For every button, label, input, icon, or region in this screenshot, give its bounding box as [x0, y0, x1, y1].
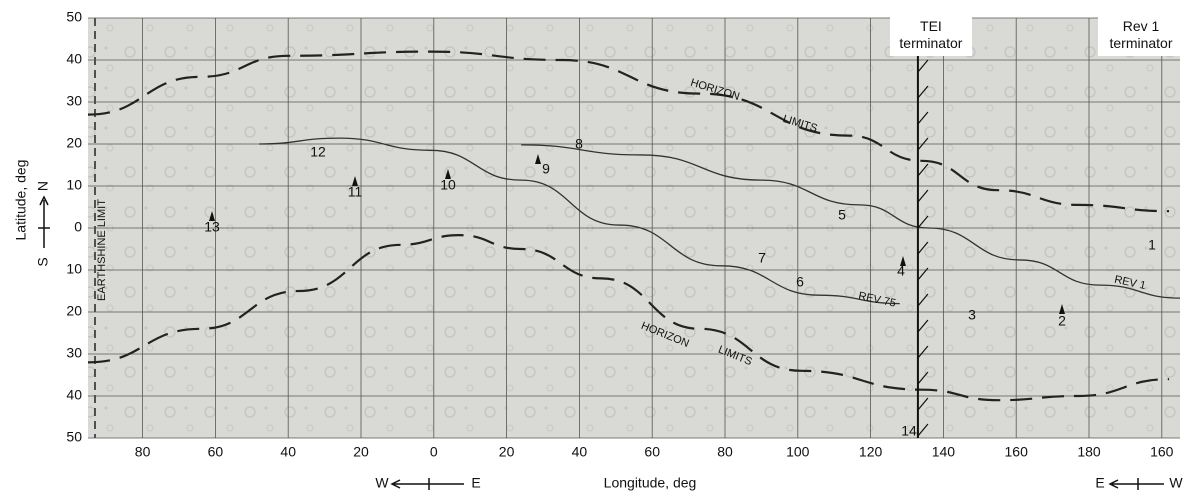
x-tick-label: 60	[208, 444, 224, 460]
x-tick-label: 40	[280, 444, 296, 460]
x-tick-label: 60	[644, 444, 660, 460]
x-tick-label: 40	[572, 444, 588, 460]
x-direction: E	[471, 475, 480, 491]
chart: Latitude, deg S N Longitude, deg W E E W…	[0, 0, 1196, 496]
x-axis-label: Longitude, deg	[604, 475, 697, 491]
site-label: 1	[1148, 237, 1156, 253]
y-direction: N	[35, 181, 51, 191]
annotation: EARTHSHINE LIMIT	[96, 199, 108, 301]
direction-arrow	[392, 478, 464, 490]
x-tick-label: 140	[932, 444, 956, 460]
x-tick-label: 180	[1077, 444, 1101, 460]
site-label: 5	[838, 207, 846, 223]
y-tick-label: 50	[66, 429, 82, 445]
x-direction: E	[1095, 475, 1104, 491]
y-tick-label: 30	[66, 93, 82, 109]
figure: Latitude, deg S N Longitude, deg W E E W…	[0, 0, 1196, 496]
site-label: 2	[1058, 313, 1066, 329]
y-tick-label: 0	[74, 219, 82, 235]
site-label: 8	[575, 136, 583, 152]
direction-arrow	[1110, 478, 1164, 490]
site-label: 12	[310, 144, 326, 160]
y-tick-label: 20	[66, 303, 82, 319]
x-tick-label: 160	[1150, 444, 1174, 460]
x-tick-label: 0	[430, 444, 438, 460]
x-tick-label: 120	[859, 444, 883, 460]
x-tick-label: 20	[499, 444, 515, 460]
x-tick-label: 160	[1005, 444, 1029, 460]
site-label: 7	[758, 250, 766, 266]
terminator-label: Rev 1 terminator	[1098, 16, 1184, 56]
x-direction: W	[1169, 475, 1183, 491]
y-axis-label: Latitude, deg	[13, 160, 29, 241]
y-tick-label: 40	[66, 51, 82, 67]
site-label: 9	[542, 161, 550, 177]
x-tick-label: 80	[135, 444, 151, 460]
site-label: 13	[204, 219, 220, 235]
x-tick-label: 100	[786, 444, 810, 460]
direction-arrow	[38, 197, 50, 248]
terminator-label: TEI terminator	[890, 16, 972, 56]
y-tick-label: 30	[66, 345, 82, 361]
y-tick-label: 10	[66, 261, 82, 277]
y-direction: S	[35, 257, 51, 266]
site-label: 6	[796, 274, 804, 290]
x-tick-label: 80	[717, 444, 733, 460]
y-tick-label: 10	[66, 177, 82, 193]
site-label: 11	[348, 184, 363, 200]
site-label: 3	[968, 307, 976, 323]
y-tick-label: 20	[66, 135, 82, 151]
x-direction: W	[375, 475, 389, 491]
x-tick-label: 20	[353, 444, 369, 460]
y-tick-label: 50	[66, 9, 82, 25]
site-label: 14	[901, 423, 917, 439]
site-label: 10	[440, 177, 456, 193]
y-tick-label: 40	[66, 387, 82, 403]
